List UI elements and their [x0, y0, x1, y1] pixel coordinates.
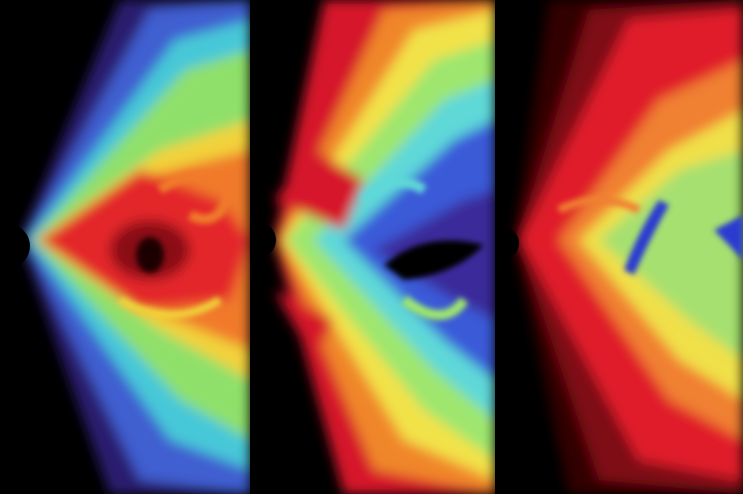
panel-1-field [0, 0, 250, 494]
panel-3-blue-streak [624, 200, 669, 275]
panel-separator-2 [495, 0, 499, 494]
simulation-panel-1 [0, 0, 250, 494]
panel-separator-1 [250, 0, 254, 494]
panel-3-green-region [599, 150, 743, 360]
panel-3-central-body [499, 227, 519, 259]
panel-3-field [499, 0, 743, 494]
simulation-panel-2 [254, 0, 495, 494]
panel-1-central-body [0, 224, 30, 268]
panel-2-field [254, 0, 495, 494]
panel-2-central-body [254, 222, 276, 258]
simulation-panel-3 [499, 0, 743, 494]
